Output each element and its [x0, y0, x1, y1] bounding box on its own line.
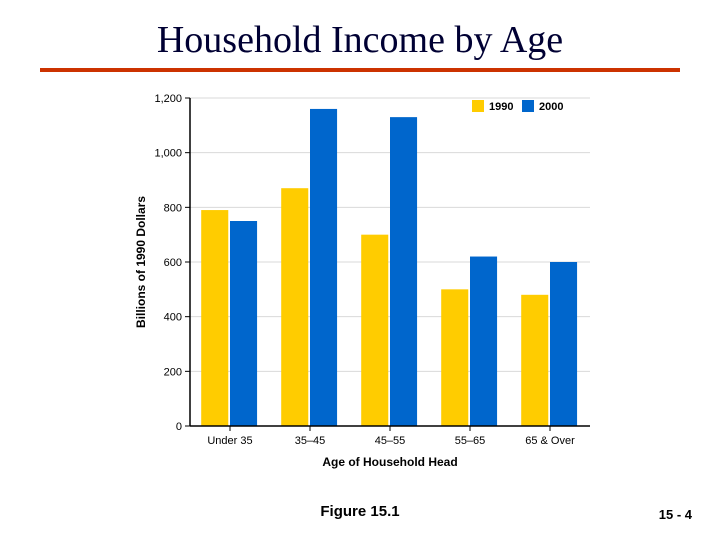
- svg-text:65 & Over: 65 & Over: [525, 435, 575, 447]
- svg-text:0: 0: [176, 421, 182, 433]
- bar: [470, 257, 497, 426]
- bar: [550, 262, 577, 426]
- svg-text:200: 200: [164, 366, 182, 378]
- bar: [361, 235, 388, 426]
- chart-svg: 0 200 400 600 800 1,000 1,200 Under 35 35–45 45–5…: [130, 82, 600, 482]
- legend-label: 2000: [539, 101, 563, 113]
- bar: [310, 109, 337, 426]
- svg-text:1,000: 1,000: [154, 148, 182, 160]
- svg-text:35–45: 35–45: [295, 435, 326, 447]
- y-axis-label: Billions of 1990 Dollars: [134, 196, 148, 328]
- svg-text:1,200: 1,200: [154, 93, 182, 105]
- bar: [230, 221, 257, 426]
- svg-text:45–55: 45–55: [375, 435, 406, 447]
- svg-text:55–65: 55–65: [455, 435, 486, 447]
- svg-text:600: 600: [164, 257, 182, 269]
- slide: Household Income by Age 0 200 400 600 800 1,0…: [0, 0, 720, 540]
- legend-swatch: [472, 100, 484, 112]
- bar: [390, 117, 417, 426]
- bar: [441, 289, 468, 426]
- page-number: 15 - 4: [659, 507, 692, 522]
- income-by-age-chart: 0 200 400 600 800 1,000 1,200 Under 35 35–45 45–5…: [130, 82, 600, 482]
- bar: [521, 295, 548, 426]
- x-axis-label: Age of Household Head: [322, 455, 457, 469]
- bar: [201, 210, 228, 426]
- svg-text:Under 35: Under 35: [207, 435, 252, 447]
- legend-label: 1990: [489, 101, 513, 113]
- figure-caption: Figure 15.1: [0, 503, 720, 520]
- bar: [281, 188, 308, 426]
- page-title: Household Income by Age: [0, 18, 720, 62]
- legend-swatch: [522, 100, 534, 112]
- svg-text:400: 400: [164, 312, 182, 324]
- svg-text:800: 800: [164, 202, 182, 214]
- title-underline: [40, 68, 680, 72]
